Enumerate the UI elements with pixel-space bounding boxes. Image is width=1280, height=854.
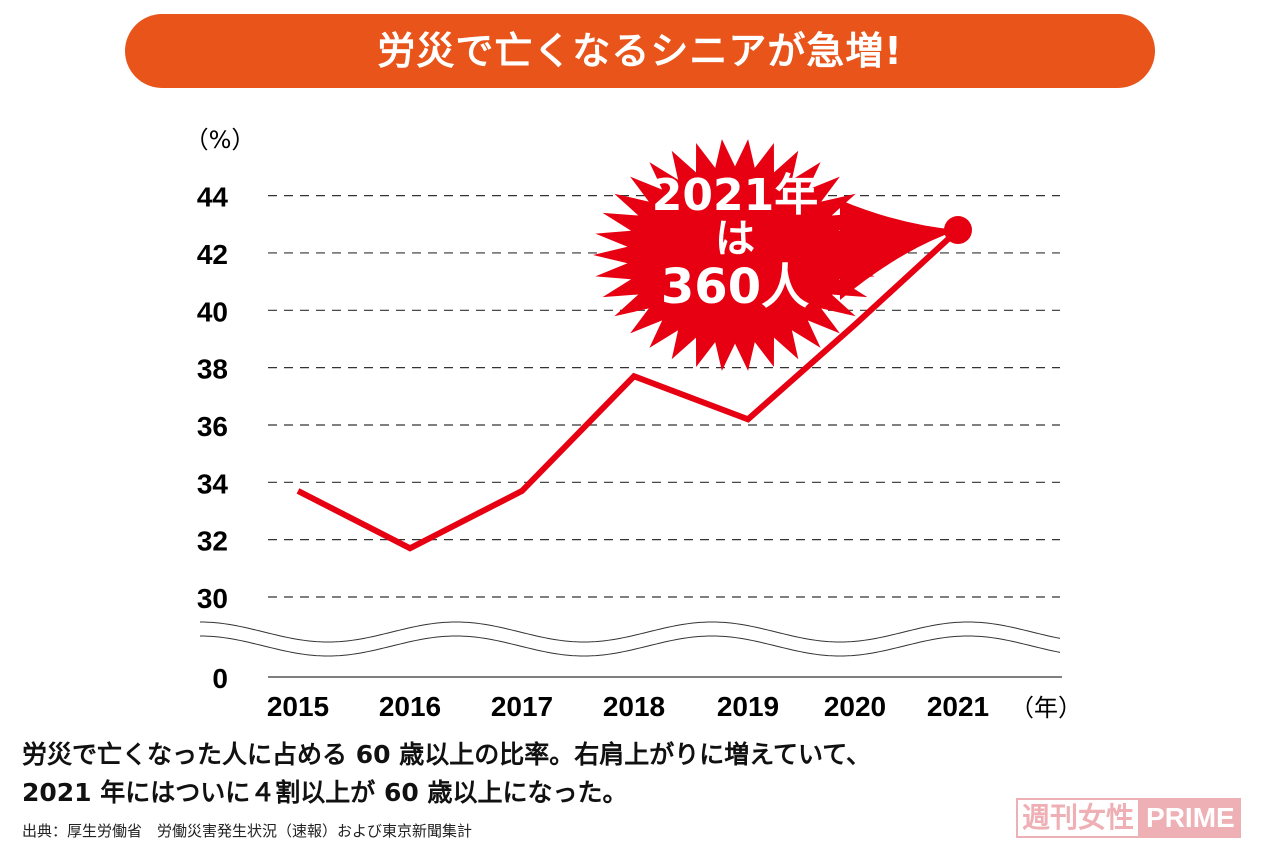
callout-tail [840, 200, 958, 300]
publisher-logo: 週刊女性 PRIME [1016, 798, 1241, 838]
x-tick-label: 2019 [717, 691, 779, 722]
axis-break-wave [199, 621, 1061, 643]
y-tick-label: 36 [197, 411, 228, 442]
caption-line: 労災で亡くなった人に占める 60 歳以上の比率。右肩上がりに増えていて、 [22, 740, 871, 769]
y-tick-label: 40 [197, 296, 228, 327]
callout-text: 2021年 [652, 170, 818, 221]
y-tick-label: 42 [197, 239, 228, 270]
x-tick-label: 2018 [603, 691, 665, 722]
x-axis-unit: （年） [1010, 694, 1082, 722]
y-tick-label-zero: 0 [212, 663, 228, 694]
y-tick-label: 44 [197, 182, 229, 213]
y-axis-unit: （%） [185, 126, 256, 154]
callout-text: 360人 [661, 259, 809, 315]
data-point-2021 [944, 216, 972, 245]
y-tick-label: 38 [197, 354, 228, 385]
starburst-callout [593, 139, 877, 371]
callout-text: は [715, 216, 755, 262]
series-line [296, 227, 961, 552]
axis-break-wave [199, 635, 1061, 657]
x-tick-label: 2020 [824, 691, 886, 722]
y-tick-label: 34 [197, 468, 229, 499]
x-tick-label: 2016 [379, 691, 441, 722]
chart-title-banner: 労災で亡くなるシニアが急増! [125, 14, 1155, 88]
y-tick-label: 32 [197, 526, 228, 557]
caption-line: 2021 年にはついに４割以上が 60 歳以上になった。 [22, 778, 628, 807]
x-tick-label: 2017 [491, 691, 553, 722]
y-tick-label: 30 [197, 583, 228, 614]
caption: 労災で亡くなった人に占める 60 歳以上の比率。右肩上がりに増えていて、 202… [22, 736, 871, 812]
x-tick-label: 2015 [267, 691, 329, 722]
logo-text-a: 週刊女性 [1016, 798, 1141, 838]
source-note: 出典：厚生労働省 労働災害発生状況（速報）および東京新聞集計 [22, 822, 473, 840]
x-tick-label: 2021 [927, 691, 989, 722]
logo-text-b: PRIME [1140, 798, 1241, 838]
